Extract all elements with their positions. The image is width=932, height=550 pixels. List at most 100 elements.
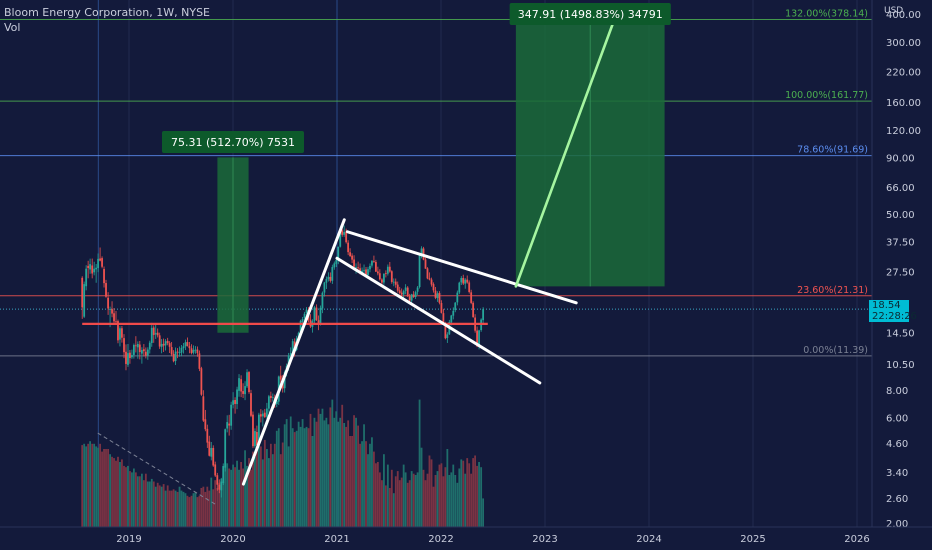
candle-body	[376, 271, 379, 274]
trendline	[345, 230, 578, 305]
current-price-value: 18.54	[872, 300, 901, 311]
candle-body	[142, 349, 145, 352]
candle-body	[214, 464, 217, 476]
fib-level-label: 0.00%(11.39)	[803, 345, 868, 356]
candle-body	[180, 347, 183, 353]
candle-body	[436, 293, 439, 299]
candle-body	[319, 307, 322, 324]
volume-bar	[200, 488, 203, 527]
candle-body	[408, 296, 411, 301]
volume-bar	[458, 468, 461, 527]
volume-bar	[148, 481, 151, 527]
volume-bar	[428, 455, 431, 527]
volume-bar	[448, 475, 451, 527]
volume-bar	[408, 480, 411, 527]
volume-bar	[275, 430, 278, 527]
candle-body	[466, 279, 469, 283]
volume-bar	[398, 480, 401, 527]
volume-indicator-label[interactable]: Vol	[4, 21, 21, 34]
candle-body	[335, 259, 338, 264]
volume-bar	[424, 480, 427, 527]
candle-body	[450, 315, 453, 323]
volume-bar	[240, 462, 243, 527]
volume-bar	[402, 464, 405, 527]
candle-body	[186, 341, 189, 347]
candle-body	[442, 313, 445, 325]
volume-bar	[273, 443, 276, 527]
candle-body	[367, 269, 369, 276]
volume-bar	[327, 424, 330, 527]
volume-bar	[248, 458, 250, 527]
volume-bar	[450, 472, 453, 527]
volume-bar	[476, 465, 478, 527]
volume-bar	[390, 469, 393, 527]
volume-bar	[214, 480, 217, 527]
candle-body	[341, 230, 344, 235]
volume-bar	[335, 411, 338, 527]
volume-bar	[434, 475, 437, 527]
candle-body	[105, 283, 107, 297]
candle-body	[402, 291, 405, 295]
candle-body	[299, 320, 302, 333]
volume-bar	[446, 449, 449, 527]
price-tick-label: 300.00	[886, 38, 921, 49]
volume-bar	[432, 486, 435, 527]
volume-bar	[279, 454, 282, 527]
time-tick-label: 2026	[844, 534, 869, 545]
candle-body	[123, 338, 125, 353]
volume-bar	[373, 451, 375, 527]
candle-body	[257, 414, 260, 445]
candle-body	[198, 353, 201, 369]
volume-bar	[194, 491, 197, 527]
volume-bar	[236, 460, 238, 527]
measure-label-box	[509, 3, 671, 25]
volume-bar	[109, 454, 111, 527]
volume-bar	[289, 416, 292, 527]
volume-bar	[313, 417, 316, 527]
candle-body	[462, 277, 465, 284]
candle-body	[184, 342, 187, 347]
volume-bar	[341, 404, 344, 527]
volume-bar	[357, 425, 360, 527]
volume-bar	[414, 475, 417, 527]
candle-body	[204, 419, 207, 430]
candle-body	[140, 350, 143, 354]
candle-body	[99, 258, 101, 261]
measure-label: 347.91 (1498.83%) 34791	[518, 8, 663, 21]
volume-bar	[406, 482, 409, 527]
volume-bar	[452, 464, 455, 527]
volume-bar	[293, 432, 296, 527]
measure-label: 75.31 (512.70%) 7531	[171, 136, 295, 149]
price-axis-bg	[872, 0, 932, 550]
volume-bar	[111, 456, 113, 527]
candle-body	[246, 372, 248, 387]
time-tick-label: 2023	[532, 534, 557, 545]
volume-bar	[386, 464, 389, 527]
candle-body	[386, 266, 389, 274]
price-tick-label: 160.00	[886, 98, 921, 109]
volume-bar	[252, 451, 254, 527]
volume-bar	[210, 477, 213, 527]
candle-body	[468, 282, 471, 293]
candle-body	[144, 351, 147, 356]
volume-bar	[303, 428, 306, 527]
candle-body	[208, 441, 211, 456]
candle-body	[138, 344, 141, 353]
candle-body	[446, 334, 449, 338]
candle-body	[404, 287, 407, 291]
volume-bar	[418, 399, 421, 527]
volume-bar	[101, 451, 103, 527]
candle-body	[216, 475, 219, 485]
candle-body	[321, 292, 324, 309]
candle-body	[305, 309, 308, 314]
volume-bar	[400, 477, 403, 527]
candle-body	[134, 345, 137, 347]
volume-bar	[388, 488, 391, 527]
candle-body	[132, 344, 135, 355]
candle-body	[150, 327, 153, 344]
volume-bar	[202, 486, 205, 527]
candle-body	[345, 231, 348, 243]
candle-body	[363, 269, 365, 271]
volume-bar	[256, 450, 258, 527]
